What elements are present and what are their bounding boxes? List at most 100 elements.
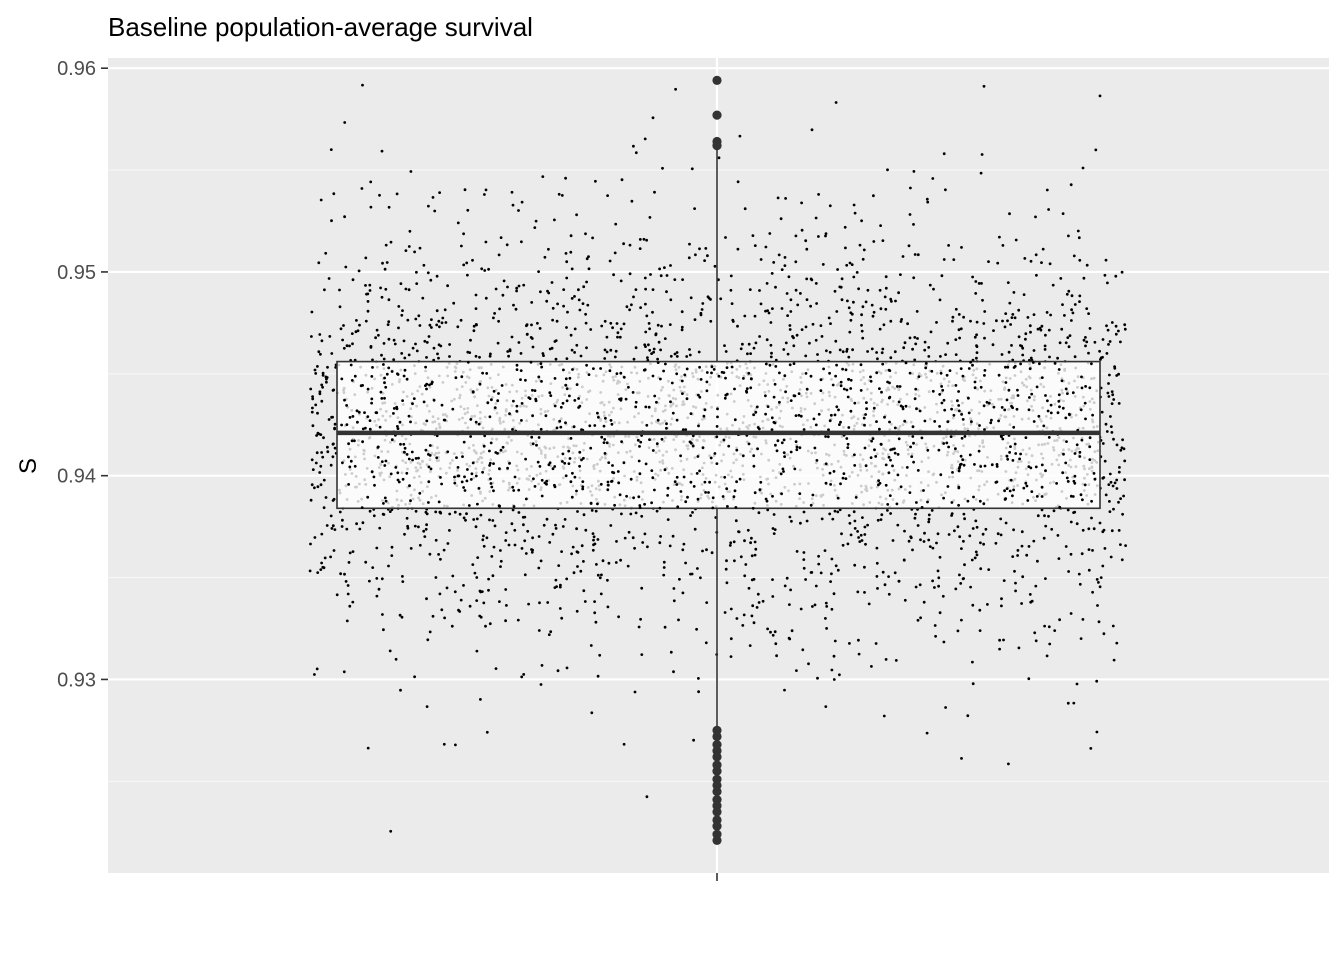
data-point xyxy=(747,586,751,590)
data-point xyxy=(539,559,543,563)
data-point xyxy=(751,604,755,608)
data-point xyxy=(465,512,468,516)
data-point xyxy=(795,333,799,337)
data-point xyxy=(1025,553,1029,557)
data-point xyxy=(1034,639,1038,643)
data-point xyxy=(638,238,642,241)
data-point xyxy=(751,506,755,510)
data-point xyxy=(596,411,599,415)
data-point xyxy=(1007,388,1011,392)
data-point xyxy=(652,347,656,351)
data-point xyxy=(915,310,919,313)
data-point xyxy=(935,321,938,324)
data-point xyxy=(644,287,647,291)
data-point xyxy=(353,439,356,443)
data-point xyxy=(1122,494,1125,498)
data-point xyxy=(742,377,745,380)
data-point xyxy=(709,456,713,460)
data-point xyxy=(513,543,517,547)
data-point xyxy=(343,572,346,576)
data-point xyxy=(515,368,519,371)
data-point xyxy=(1085,307,1089,310)
data-point xyxy=(315,434,318,437)
y-axis-ticks: 0.930.940.950.96 xyxy=(57,58,108,691)
data-point xyxy=(968,534,972,538)
data-point xyxy=(1007,350,1011,354)
data-point xyxy=(442,418,446,422)
data-point xyxy=(1099,576,1103,579)
data-point xyxy=(488,461,492,465)
data-point xyxy=(766,627,769,631)
data-point xyxy=(471,390,475,393)
data-point xyxy=(831,383,835,387)
data-point xyxy=(375,328,379,332)
data-point xyxy=(853,401,857,405)
data-point xyxy=(494,287,498,291)
data-point xyxy=(531,442,535,446)
data-point xyxy=(833,509,837,513)
data-point xyxy=(960,757,963,760)
data-point xyxy=(848,642,851,645)
data-point xyxy=(368,283,372,287)
data-point xyxy=(866,523,869,527)
data-point xyxy=(512,489,516,492)
data-point xyxy=(590,711,594,715)
data-point xyxy=(411,346,415,350)
data-point xyxy=(833,639,837,643)
data-point xyxy=(999,533,1003,537)
data-point xyxy=(1121,512,1124,516)
data-point xyxy=(1037,414,1041,418)
data-point xyxy=(1088,445,1092,449)
data-point xyxy=(834,339,838,343)
data-point xyxy=(800,201,803,205)
data-point xyxy=(582,589,586,593)
data-point xyxy=(347,455,350,459)
data-point xyxy=(665,274,669,277)
data-point xyxy=(638,506,642,510)
data-point xyxy=(415,349,419,353)
data-point xyxy=(1046,399,1049,403)
data-point xyxy=(1078,294,1082,298)
data-point xyxy=(614,222,618,226)
data-point xyxy=(663,625,667,629)
data-point xyxy=(673,278,677,281)
data-point xyxy=(1035,495,1039,498)
data-point xyxy=(585,257,589,261)
data-point xyxy=(1034,465,1038,469)
data-point xyxy=(578,404,582,408)
data-point xyxy=(1019,452,1022,456)
data-point xyxy=(532,477,535,481)
data-point xyxy=(1043,624,1046,628)
y-tick-label: 0.93 xyxy=(57,669,96,691)
data-point xyxy=(485,536,489,540)
data-point xyxy=(619,558,622,562)
data-point xyxy=(792,362,796,365)
data-point xyxy=(942,152,946,156)
data-point xyxy=(814,423,818,427)
data-point xyxy=(631,391,635,394)
data-point xyxy=(472,329,476,333)
data-point xyxy=(804,354,808,358)
data-point xyxy=(870,439,873,443)
data-point xyxy=(950,512,954,515)
data-point xyxy=(371,566,375,569)
data-point xyxy=(1071,391,1075,395)
data-point xyxy=(1101,338,1105,341)
data-point xyxy=(499,549,502,552)
data-point xyxy=(870,303,874,307)
data-point xyxy=(424,384,427,387)
data-point xyxy=(973,556,977,560)
data-point xyxy=(372,475,376,479)
data-point xyxy=(878,481,882,485)
data-point xyxy=(384,243,388,247)
data-point xyxy=(901,405,905,409)
data-point xyxy=(852,275,856,279)
data-point xyxy=(983,374,986,377)
data-point xyxy=(980,153,984,156)
data-point xyxy=(999,517,1003,521)
data-point xyxy=(533,226,537,230)
data-point xyxy=(448,529,451,532)
data-point xyxy=(904,361,908,365)
data-point xyxy=(669,400,672,404)
data-point xyxy=(853,453,856,457)
